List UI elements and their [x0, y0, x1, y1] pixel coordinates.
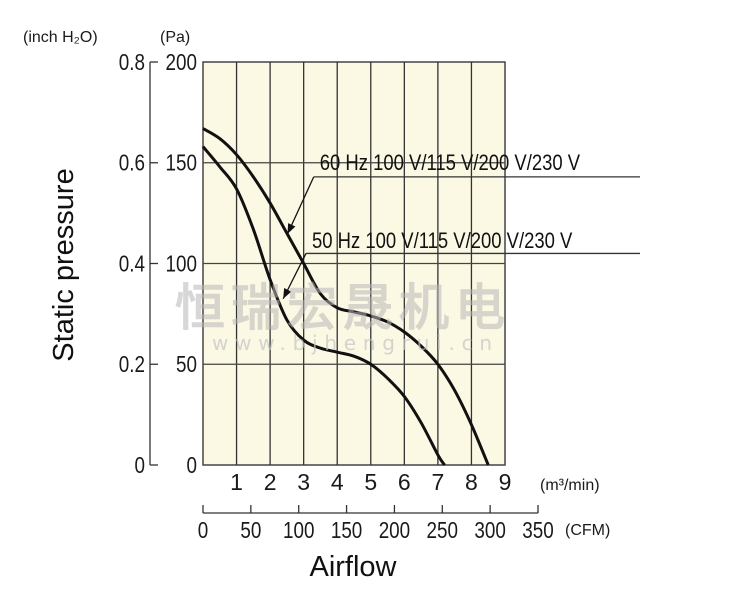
x-tick-label: 5: [364, 469, 377, 495]
x-tick-label: 1: [230, 469, 243, 495]
x2-tick-label: 150: [331, 518, 362, 543]
y-tick-label: 0: [187, 453, 197, 478]
y-unit: (Pa): [160, 29, 190, 46]
x-tick-label: 6: [398, 469, 411, 495]
series-label: 50 Hz 100 V/115 V/200 V/230 V: [312, 230, 573, 254]
y2-tick-label: 0.2: [119, 353, 145, 378]
annotations: 60 Hz 100 V/115 V/200 V/230 V 50 Hz 100 V…: [282, 152, 640, 300]
y2-tick-label: 0: [135, 453, 145, 478]
x2-tick-label: 50: [240, 518, 261, 543]
x-tick-label: 3: [297, 469, 310, 495]
y-tick-label: 50: [176, 353, 197, 378]
x-axis-title: Airflow: [309, 551, 397, 583]
y-tick-label: 150: [166, 151, 197, 176]
series-line-60hz: [202, 127, 490, 466]
x-tick-label: 2: [264, 469, 277, 495]
x-tick-label: 4: [331, 469, 344, 495]
arrow-head-icon: [287, 223, 296, 234]
x-tick-label: 9: [499, 469, 512, 495]
x2-tick-label: 300: [474, 518, 505, 543]
x2-tick-label: 250: [427, 518, 458, 543]
y2-unit: (inch H₂O): [23, 29, 98, 46]
x2-tick-label: 200: [379, 518, 410, 543]
x2-unit: (CFM): [565, 522, 610, 539]
y-tick-label: 200: [166, 50, 197, 75]
y2-tick-label: 0.6: [119, 151, 145, 176]
annotation-leader: [286, 176, 315, 235]
series-label: 60 Hz 100 V/115 V/200 V/230 V: [320, 152, 581, 176]
arrow-head-icon: [283, 288, 292, 299]
x2-tick-label: 100: [283, 518, 314, 543]
y2-tick-label: 0.4: [119, 252, 145, 277]
y2-tick-label: 0.8: [119, 50, 145, 75]
watermark-url: www.bjhengrui.cn: [212, 331, 502, 355]
x-unit: (m³/min): [540, 477, 600, 494]
x-tick-label: 8: [465, 469, 478, 495]
curves: [201, 127, 490, 466]
y-tick-label: 100: [166, 252, 197, 277]
x-tick-label: 7: [431, 469, 444, 495]
series-line-50hz: [201, 145, 446, 466]
y-axis-title: Static pressure: [48, 168, 80, 361]
x2-tick-label: 0: [198, 518, 208, 543]
axes: [149, 61, 539, 514]
x2-tick-label: 350: [522, 518, 553, 543]
